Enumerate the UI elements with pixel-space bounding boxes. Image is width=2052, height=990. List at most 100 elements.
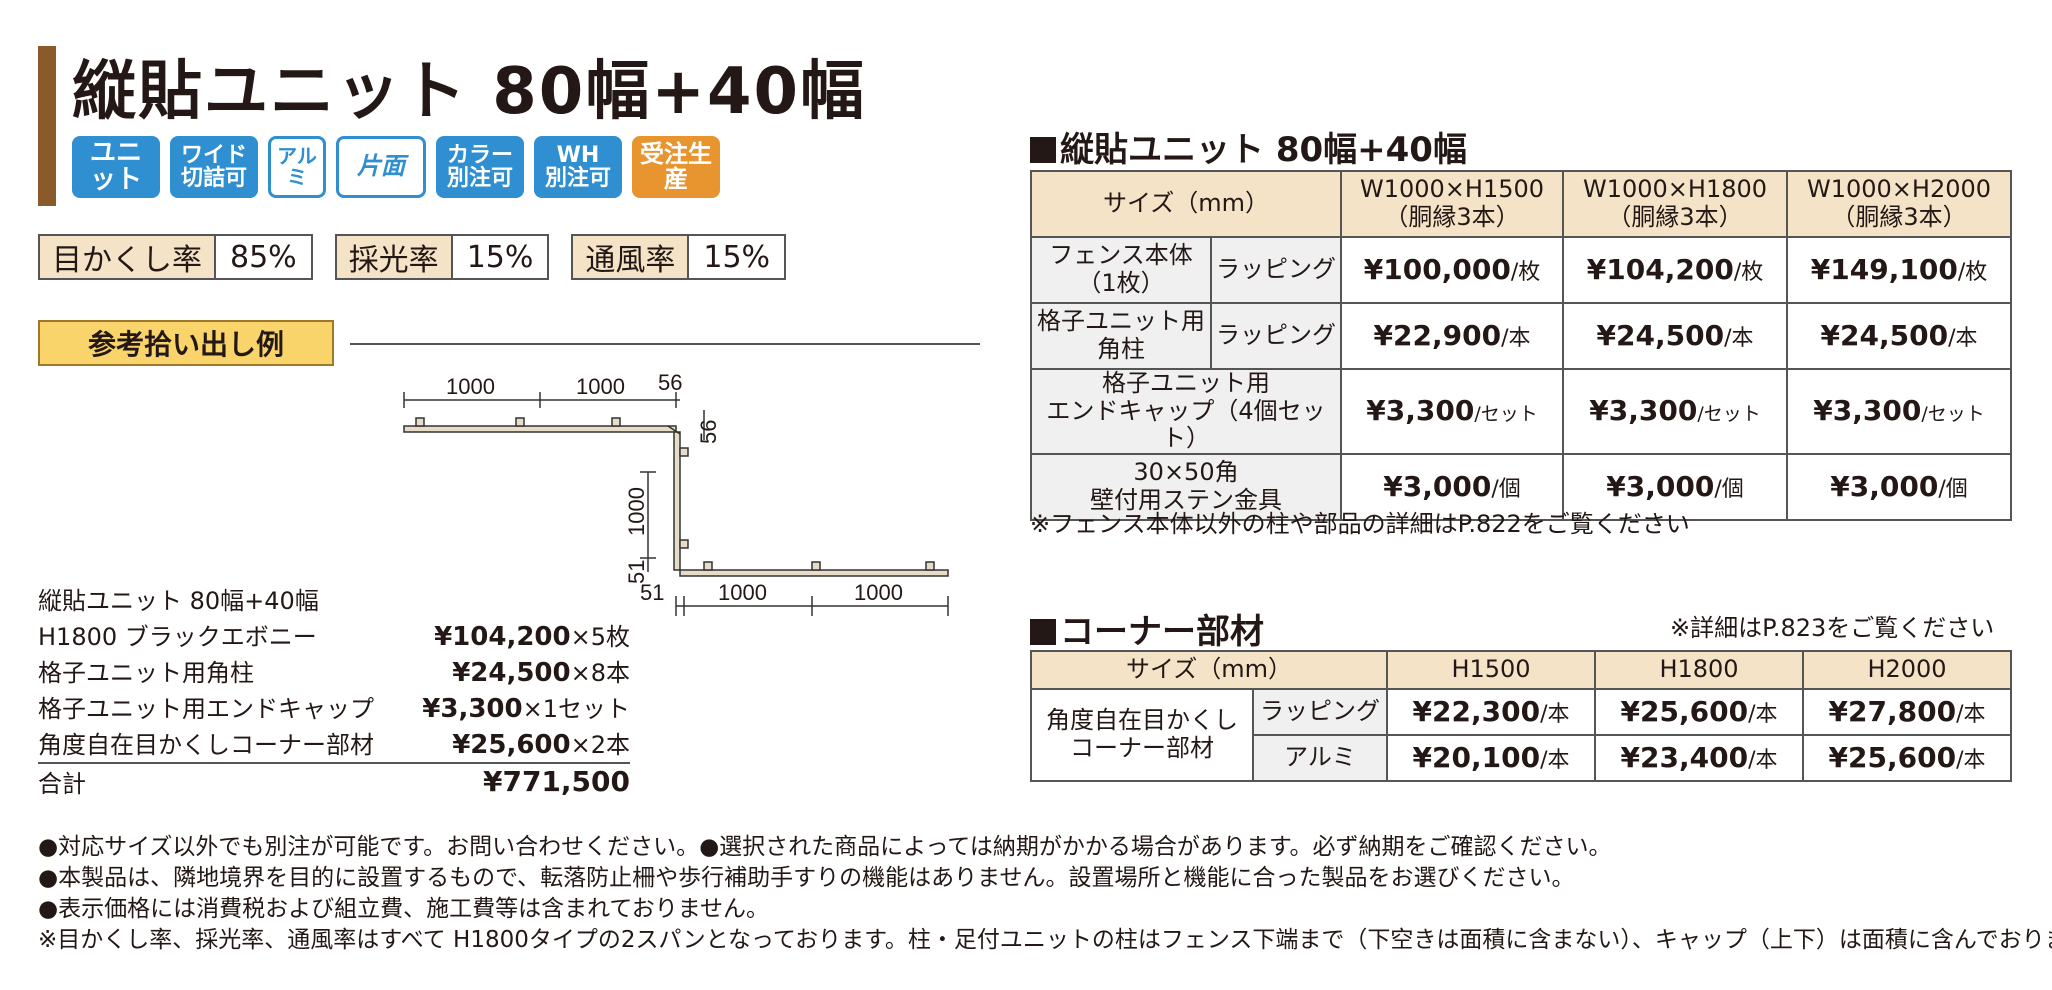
dim-label: 1000 <box>718 580 767 605</box>
rate-value: 15% <box>452 236 548 278</box>
example-row: H1800 ブラックエボニー ¥104,200×5枚 <box>38 616 630 652</box>
example-price: ¥3,300 <box>422 693 523 724</box>
color-badge-text: カラー 別注可 <box>446 142 513 191</box>
layout-diagram: 1000 1000 56 56 1000 51 51 1000 1000 <box>403 370 949 616</box>
square-bullet-icon <box>1030 619 1056 645</box>
item-line2: エンドキャップ（4個セット） <box>1046 396 1326 453</box>
total-label: 合計 <box>38 769 86 798</box>
column-header: H2000 <box>1802 650 2013 690</box>
price-value: ¥25,600 <box>1828 740 1957 774</box>
ventilation-rate: 通風率 15% <box>571 234 787 280</box>
item-line2: 角柱 <box>1097 335 1145 363</box>
reference-example-label: 参考拾い出し例 <box>38 320 334 366</box>
item-line1: 格子ユニット用 <box>1037 307 1205 336</box>
item-line1: 角度自在目かくし <box>1046 706 1238 735</box>
example-price: ¥24,500 <box>452 657 571 688</box>
dim-label: 1000 <box>854 580 903 605</box>
finish-cell: ラッピング <box>1251 688 1389 736</box>
price-unit: /セット <box>1921 403 1985 426</box>
price-value: ¥24,500 <box>1596 318 1725 352</box>
post-markers <box>415 417 935 571</box>
item-cell: フェンス本体 （1枚） <box>1030 236 1212 304</box>
column-header: H1800 <box>1594 650 1805 690</box>
column-note: （胴縁3本） <box>1607 203 1743 231</box>
price-cell: ¥25,600/本 <box>1802 734 2013 782</box>
column-size: W1000×H2000 <box>1806 175 1992 204</box>
item-cell: 30×50角 壁付用ステン金具 <box>1029 452 1343 521</box>
table-row: 30×50角 壁付用ステン金具 ¥3,000/個 ¥3,000/個 ¥3,000/… <box>1029 452 2013 521</box>
example-amount: ¥25,600×2本 <box>452 725 630 760</box>
dimension-lines <box>403 392 949 616</box>
price-unit: /本 <box>1748 747 1778 773</box>
price-cell: ¥3,000/個 <box>1562 452 1789 521</box>
price-value: ¥22,900 <box>1373 318 1502 352</box>
item-cell: 角度自在目かくし コーナー部材 <box>1030 688 1254 782</box>
example-title-text: 縦貼ユニット 80幅+40幅 <box>38 586 319 615</box>
price-unit: /本 <box>1724 325 1754 351</box>
color-badge: カラー 別注可 <box>436 136 524 198</box>
price-cell: ¥22,900/本 <box>1340 302 1565 370</box>
price-value: ¥20,100 <box>1412 740 1541 774</box>
example-row: 格子ユニット用エンドキャップ ¥3,300×1セット <box>38 688 630 724</box>
example-total: 合計 ¥771,500 <box>38 762 630 798</box>
wide-badge-text: ワイド 切詰可 <box>180 142 247 191</box>
size-header: サイズ（mm） <box>1029 650 1389 690</box>
price-table: サイズ（mm） W1000×H1500 （胴縁3本） W1000×H1800 （胴縁… <box>1029 170 2013 521</box>
price-value: ¥149,100 <box>1810 252 1958 286</box>
finish-cell: アルミ <box>1251 734 1389 782</box>
single-side-badge: 片面 <box>336 136 426 198</box>
item-line2: コーナー部材 <box>1070 734 1214 762</box>
dim-label: 51 <box>624 560 649 584</box>
fence-plan <box>403 425 949 577</box>
square-bullet-icon <box>1030 137 1056 163</box>
column-header: W1000×H1500 （胴縁3本） <box>1340 170 1565 238</box>
example-amount: ¥104,200×5枚 <box>434 617 630 652</box>
example-item: 角度自在目かくしコーナー部材 <box>38 730 374 759</box>
table-row: 格子ユニット用 角柱 ラッピング ¥22,900/本 ¥24,500/本 ¥24,… <box>1030 302 2013 370</box>
price-value: ¥3,300 <box>1589 394 1698 428</box>
corner-table: サイズ（mm） H1500 H1800 H2000 角度自在目かくし コーナー部材… <box>1029 650 2013 782</box>
column-note: （胴縁3本） <box>1831 203 1967 231</box>
price-cell: ¥24,500/本 <box>1786 302 2013 370</box>
footnote: ●表示価格には消費税および組立費、施工費等は含まれておりません。 <box>38 896 769 922</box>
lighting-rate: 採光率 15% <box>334 234 550 280</box>
rate-label: 採光率 <box>336 236 453 278</box>
price-value: ¥3,300 <box>1813 394 1922 428</box>
example-row: 格子ユニット用角柱 ¥24,500×8本 <box>38 652 630 688</box>
price-unit: /枚 <box>1510 259 1541 285</box>
rate-value: 85% <box>216 236 311 278</box>
finish-cell: ラッピング <box>1209 236 1343 304</box>
rate-boxes: 目かくし率 85% 採光率 15% 通風率 15% <box>38 234 787 280</box>
wh-badge-text: WH 別注可 <box>544 142 611 191</box>
item-line1: 30×50角 <box>1133 458 1239 487</box>
item-cell: 格子ユニット用 角柱 <box>1030 302 1212 370</box>
price-value: ¥3,000 <box>1830 469 1939 503</box>
price-table-title-text: 縦貼ユニット 80幅+40幅 <box>1060 130 1467 170</box>
price-cell: ¥24,500/本 <box>1562 302 1789 370</box>
example-title: 縦貼ユニット 80幅+40幅 <box>38 580 630 616</box>
price-unit: /本 <box>1748 701 1778 727</box>
price-cell: ¥3,300/セット <box>1340 368 1565 455</box>
footnote: ●対応サイズ以外でも別注が可能です。お問い合わせください。●選択された商品によっ… <box>38 834 1612 860</box>
finish-cell: ラッピング <box>1209 302 1343 370</box>
example-price: ¥25,600 <box>452 729 571 760</box>
dim-label: 1000 <box>624 487 649 536</box>
table-row: アルミ ¥20,100/本 ¥23,400/本 ¥25,600/本 <box>1031 734 2013 782</box>
table-row: 格子ユニット用 エンドキャップ（4個セット） ¥3,300/セット ¥3,300/… <box>1029 368 2013 455</box>
rate-value: 15% <box>689 236 785 278</box>
example-row: 角度自在目かくしコーナー部材 ¥25,600×2本 <box>38 724 630 760</box>
column-header: H1500 <box>1386 650 1597 690</box>
divider <box>350 343 980 345</box>
unit-badge: ユニット <box>72 136 160 198</box>
price-cell: ¥149,100/枚 <box>1786 236 2013 304</box>
price-unit: /セット <box>1697 403 1761 426</box>
price-value: ¥24,500 <box>1820 318 1949 352</box>
example-price: ¥104,200 <box>434 621 571 652</box>
price-cell: ¥27,800/本 <box>1802 688 2013 736</box>
screening-rate: 目かくし率 85% <box>38 234 313 280</box>
price-cell: ¥22,300/本 <box>1386 688 1597 736</box>
price-unit: /本 <box>1540 747 1570 773</box>
price-cell: ¥100,000/枚 <box>1340 236 1565 304</box>
example-amount: ¥3,300×1セット <box>422 689 630 724</box>
example-item: 格子ユニット用エンドキャップ <box>38 694 374 723</box>
